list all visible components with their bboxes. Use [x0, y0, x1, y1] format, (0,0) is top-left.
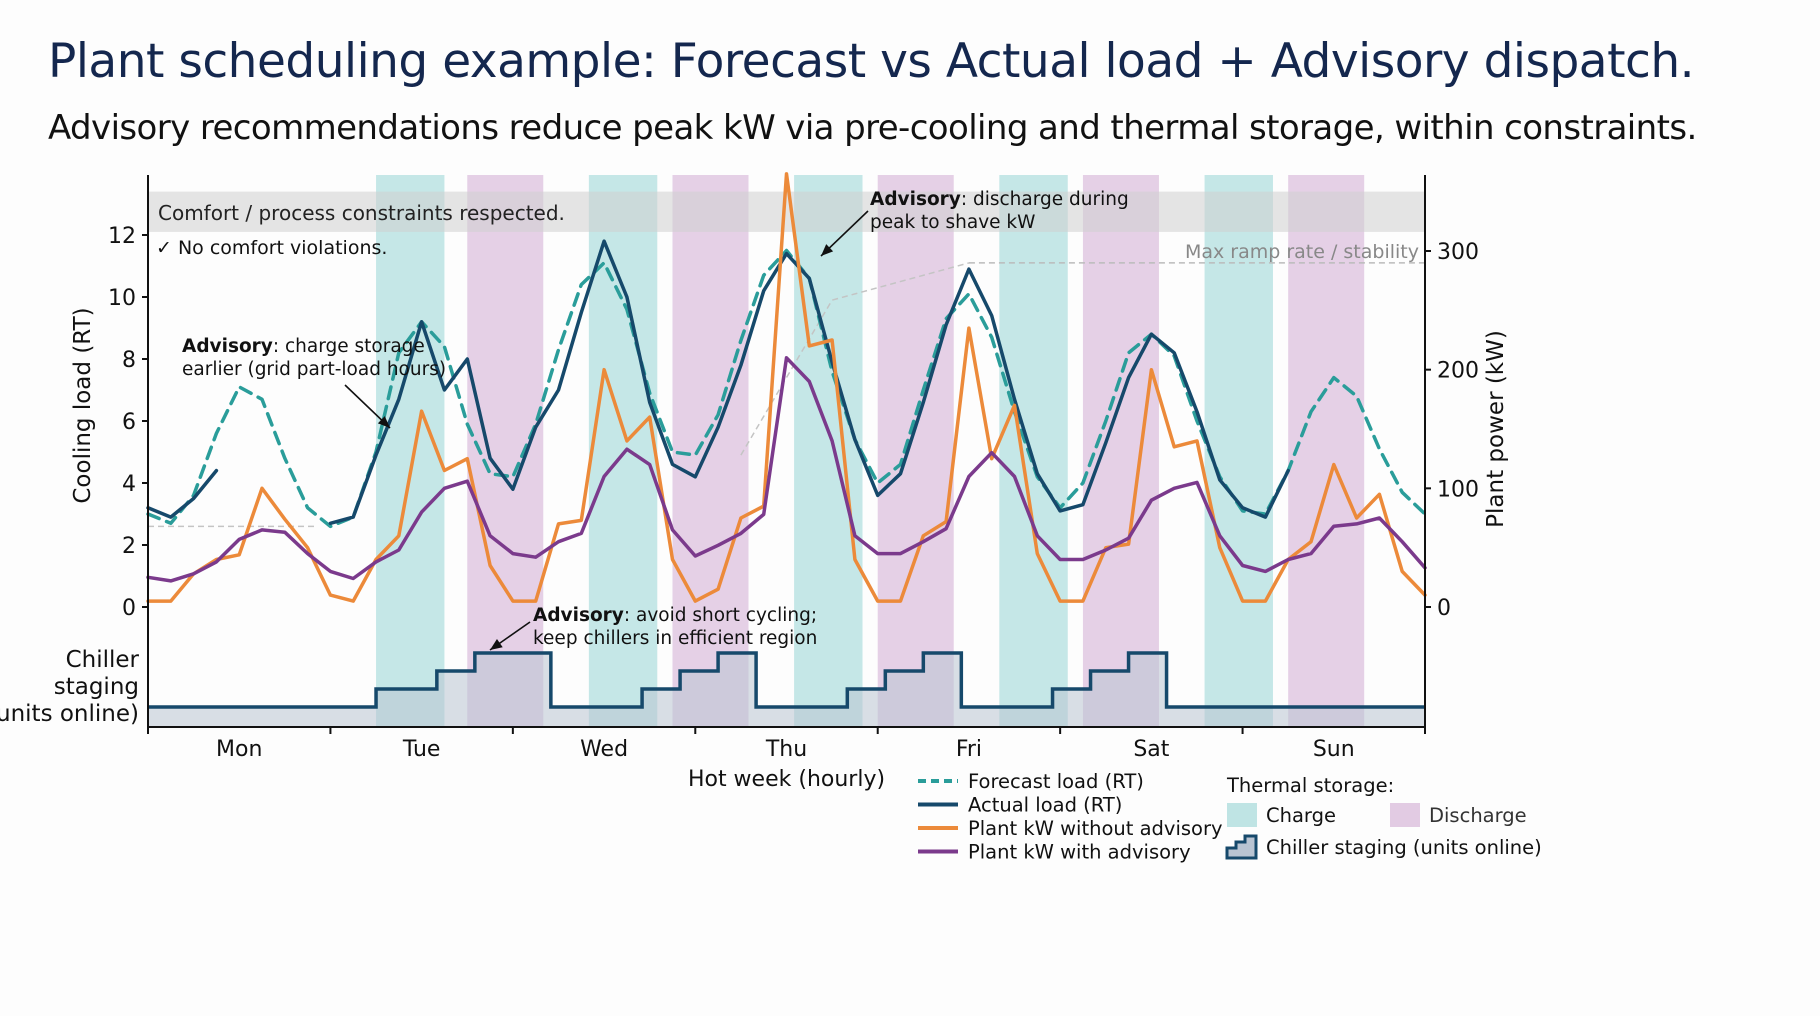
y-tick-label: 8: [122, 348, 136, 373]
y2-tick-label: 200: [1437, 359, 1479, 384]
legend-charge-swatch: [1227, 803, 1257, 827]
discharge-window-band: [672, 175, 749, 727]
annotation-rest: : charge storage: [273, 336, 425, 357]
legend: Forecast load (RT)Actual load (RT)Plant …: [918, 770, 1542, 864]
y-tick-label: 2: [122, 534, 136, 559]
charge-window-band: [376, 175, 445, 727]
y-tick-label: 0: [122, 596, 136, 621]
x-tick-label: Mon: [216, 737, 262, 762]
annotation-text: Advisory: avoid short cycling;: [533, 605, 817, 626]
y-tick-label: 10: [108, 286, 136, 311]
annotation-text-line2: keep chillers in efficient region: [533, 628, 817, 649]
discharge-window-band: [1288, 175, 1365, 727]
x-tick-label: Sun: [1313, 737, 1355, 762]
max-ramp-label: Max ramp rate / stability: [1185, 241, 1419, 263]
plant-kw-without-advisory-line: [146, 172, 1427, 603]
ramp-guide-line: [740, 262, 970, 456]
y2-tick-label: 0: [1437, 596, 1451, 621]
plant-kw-with-advisory-line: [146, 356, 1427, 583]
annotation-rest: : avoid short cycling;: [624, 605, 817, 626]
discharge-window-band: [877, 175, 954, 727]
y2-tick-label: 100: [1437, 477, 1479, 502]
x-tick-label: Tue: [402, 737, 441, 762]
chart-title: Plant scheduling example: Forecast vs Ac…: [48, 34, 1695, 89]
discharge-window-band: [1082, 175, 1159, 727]
y2-axis-label: Plant power (kW): [1483, 330, 1509, 528]
y-tick-label: 12: [108, 224, 136, 249]
no-violations-note: ✓ No comfort violations.: [156, 237, 387, 259]
annotation-text: Advisory: discharge during: [870, 189, 1129, 210]
constraint-band-label: Comfort / process constraints respected.: [158, 201, 565, 225]
staging-axis-label: Chiller: [66, 647, 140, 673]
annotation-bold: Advisory: [182, 336, 273, 357]
annotation-text-line2: peak to shave kW: [870, 212, 1035, 233]
storage-bands: [376, 175, 1365, 727]
legend-label: Plant kW with advisory: [968, 841, 1191, 864]
charge-window-band: [999, 175, 1068, 727]
chiller-staging-line: [148, 651, 1425, 709]
x-tick-label: Fri: [956, 737, 982, 762]
y-tick-label: 6: [122, 410, 136, 435]
legend-staging-icon: [1225, 834, 1258, 860]
staging-axis-label: (units online): [0, 701, 139, 727]
legend-label: Plant kW without advisory: [968, 817, 1223, 840]
chart-subtitle: Advisory recommendations reduce peak kW …: [48, 108, 1697, 148]
legend-discharge-label: Discharge: [1429, 804, 1527, 827]
x-tick-label: Sat: [1133, 737, 1169, 762]
reference-lines: Max ramp rate / stability: [148, 241, 1425, 528]
annotation-arrow-head: [821, 244, 834, 256]
x-tick-label: Wed: [580, 737, 628, 762]
legend-label: Forecast load (RT): [968, 770, 1144, 793]
annotation-arrow-head: [490, 639, 503, 650]
x-axis-label: Hot week (hourly): [688, 767, 885, 792]
annotation-text: Advisory: charge storage: [182, 336, 425, 357]
axes: 0 2 4 6 8 10 12 0 100 200 300 Mon Tue Wed Thu Fri Sat Sun…: [0, 175, 1509, 792]
y2-tick-label: 300: [1437, 240, 1479, 265]
legend-charge-label: Charge: [1266, 804, 1336, 827]
annotation-arrow-head: [377, 416, 390, 428]
chiller-staging-group: [148, 651, 1425, 727]
annotation-rest: : discharge during: [961, 189, 1129, 210]
legend-discharge-swatch: [1390, 803, 1420, 827]
charge-window-band: [794, 175, 863, 727]
series-lines: [146, 172, 1427, 603]
legend-label: Actual load (RT): [968, 794, 1122, 817]
staging-axis-label: staging: [54, 674, 139, 700]
annotation-bold: Advisory: [533, 605, 624, 626]
charge-window-band: [1204, 175, 1273, 727]
actual-load-line: [146, 239, 1290, 526]
annotation-text-line2: earlier (grid part-load hours): [182, 359, 446, 380]
x-tick-label: Thu: [765, 737, 807, 762]
annotation-bold: Advisory: [870, 189, 961, 210]
y-tick-label: 4: [122, 472, 136, 497]
legend-storage-title: Thermal storage:: [1226, 774, 1394, 797]
y-axis-label: Cooling load (RT): [70, 307, 96, 503]
legend-staging-label: Chiller staging (units online): [1266, 836, 1542, 859]
